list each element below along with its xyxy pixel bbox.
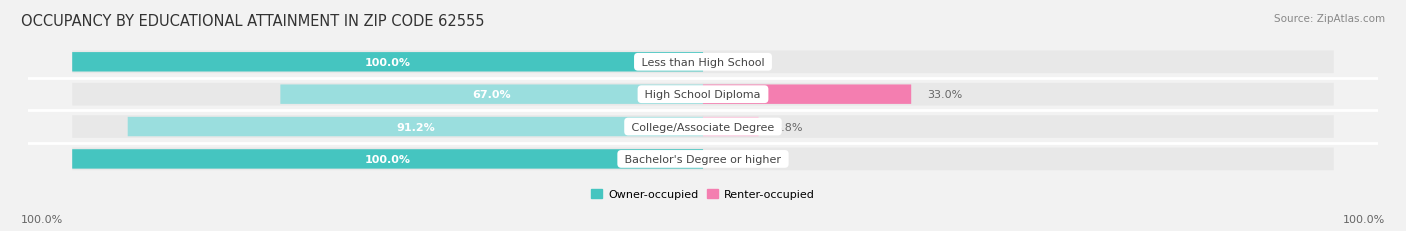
- Text: College/Associate Degree: College/Associate Degree: [628, 122, 778, 132]
- Text: 8.8%: 8.8%: [775, 122, 803, 132]
- Text: 67.0%: 67.0%: [472, 90, 510, 100]
- Text: Source: ZipAtlas.com: Source: ZipAtlas.com: [1274, 14, 1385, 24]
- Text: Bachelor's Degree or higher: Bachelor's Degree or higher: [621, 154, 785, 164]
- Text: OCCUPANCY BY EDUCATIONAL ATTAINMENT IN ZIP CODE 62555: OCCUPANCY BY EDUCATIONAL ATTAINMENT IN Z…: [21, 14, 485, 29]
- FancyBboxPatch shape: [72, 83, 703, 106]
- Text: 100.0%: 100.0%: [21, 214, 63, 224]
- Text: 0.0%: 0.0%: [718, 58, 747, 67]
- FancyBboxPatch shape: [703, 83, 1334, 106]
- FancyBboxPatch shape: [703, 148, 1334, 170]
- Text: 91.2%: 91.2%: [396, 122, 434, 132]
- FancyBboxPatch shape: [72, 149, 703, 169]
- FancyBboxPatch shape: [72, 53, 703, 72]
- Legend: Owner-occupied, Renter-occupied: Owner-occupied, Renter-occupied: [592, 189, 814, 200]
- FancyBboxPatch shape: [72, 148, 703, 170]
- Text: High School Diploma: High School Diploma: [641, 90, 765, 100]
- Text: 33.0%: 33.0%: [927, 90, 962, 100]
- Text: 100.0%: 100.0%: [1343, 214, 1385, 224]
- FancyBboxPatch shape: [280, 85, 703, 104]
- FancyBboxPatch shape: [72, 51, 703, 74]
- FancyBboxPatch shape: [128, 117, 703, 137]
- FancyBboxPatch shape: [703, 116, 1334, 138]
- Text: 100.0%: 100.0%: [364, 154, 411, 164]
- FancyBboxPatch shape: [703, 85, 911, 104]
- FancyBboxPatch shape: [72, 116, 703, 138]
- FancyBboxPatch shape: [703, 51, 1334, 74]
- FancyBboxPatch shape: [703, 117, 759, 137]
- Text: 100.0%: 100.0%: [364, 58, 411, 67]
- Text: Less than High School: Less than High School: [638, 58, 768, 67]
- Text: 0.0%: 0.0%: [718, 154, 747, 164]
